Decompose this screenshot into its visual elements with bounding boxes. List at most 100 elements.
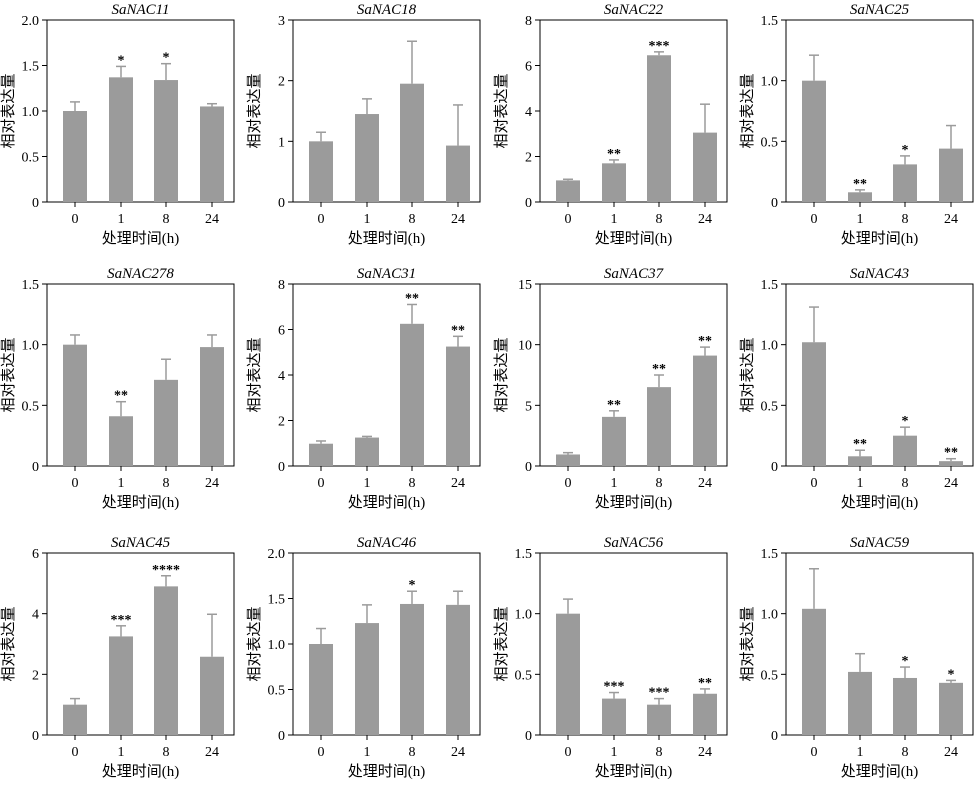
y-tick-label: 0.5 (22, 399, 40, 414)
chart-panel-SaNAC25: SaNAC25 0 0.5 1.0 1.5 相对表达量 0 ** 1 * 8 24 处理时间(h) (739, 2, 974, 247)
panel-title: SaNAC59 (850, 535, 910, 551)
x-axis-title: 处理时间(h) (102, 494, 180, 511)
y-tick-label: 0 (525, 729, 532, 744)
x-tick-label: 24 (205, 476, 219, 491)
bar-1 (109, 77, 133, 202)
x-tick-label: 0 (811, 745, 818, 760)
x-tick-label: 24 (944, 745, 958, 760)
y-axis-title: 相对表达量 (493, 337, 510, 412)
x-tick-label: 1 (364, 745, 371, 760)
x-tick-label: 1 (611, 212, 618, 227)
significance-label: ** (607, 147, 621, 162)
y-tick-label: 0.5 (22, 151, 40, 166)
y-tick-label: 2 (278, 75, 285, 90)
bar-1 (355, 114, 379, 202)
significance-label: * (902, 414, 909, 429)
x-tick-label: 24 (451, 212, 465, 227)
y-tick-label: 3 (278, 14, 285, 29)
bar-0 (63, 344, 87, 466)
x-tick-label: 8 (409, 476, 416, 491)
y-tick-label: 4 (278, 369, 285, 384)
y-tick-label: 2 (278, 415, 285, 430)
y-axis-title: 相对表达量 (0, 606, 17, 681)
significance-label: * (902, 654, 909, 669)
y-tick-label: 2.0 (22, 14, 40, 29)
x-tick-label: 8 (902, 212, 909, 227)
y-tick-label: 0 (771, 460, 778, 475)
bar-0 (802, 342, 826, 466)
x-tick-label: 0 (811, 476, 818, 491)
y-tick-label: 1.5 (22, 278, 40, 293)
x-tick-label: 24 (698, 745, 712, 760)
chart-panel-SaNAC278: SaNAC278 0 0.5 1.0 1.5 相对表达量 0 ** 1 8 24 处理时间(h) (0, 266, 235, 511)
bar-0 (309, 141, 333, 202)
x-tick-label: 24 (698, 212, 712, 227)
significance-label: ** (944, 446, 958, 461)
y-tick-label: 6 (525, 60, 532, 75)
x-tick-label: 1 (611, 476, 618, 491)
y-tick-label: 1.0 (515, 608, 533, 623)
bar-8 (647, 387, 671, 466)
x-tick-label: 8 (163, 745, 170, 760)
bar-0 (63, 111, 87, 202)
y-tick-label: 1.0 (268, 638, 286, 653)
significance-label: *** (649, 39, 670, 54)
bar-8 (400, 323, 424, 466)
bar-8 (154, 80, 178, 202)
x-tick-label: 8 (163, 212, 170, 227)
x-tick-label: 0 (565, 745, 572, 760)
significance-label: *** (649, 686, 670, 701)
x-axis-title: 处理时间(h) (841, 494, 919, 511)
x-axis-title: 处理时间(h) (348, 230, 426, 247)
x-axis-title: 处理时间(h) (595, 494, 673, 511)
y-tick-label: 15 (518, 278, 532, 293)
x-tick-label: 1 (118, 745, 125, 760)
bar-24 (446, 145, 470, 202)
y-tick-label: 0 (32, 460, 39, 475)
bar-1 (109, 636, 133, 735)
y-axis-title: 相对表达量 (739, 73, 756, 148)
bar-1 (848, 456, 872, 466)
significance-label: ** (114, 389, 128, 404)
plot-frame (292, 19, 481, 203)
x-tick-label: 1 (611, 745, 618, 760)
significance-label: * (409, 578, 416, 593)
y-tick-label: 2.0 (268, 547, 286, 562)
plot-frame (46, 552, 235, 736)
panel-title: SaNAC45 (111, 535, 171, 551)
bar-0 (802, 80, 826, 202)
x-tick-label: 0 (565, 476, 572, 491)
bar-1 (355, 437, 379, 466)
panel-title: SaNAC43 (850, 266, 909, 282)
bar-1 (602, 698, 626, 735)
bar-0 (309, 443, 333, 466)
y-tick-label: 1.0 (761, 339, 779, 354)
x-tick-label: 1 (857, 476, 864, 491)
y-tick-label: 6 (278, 324, 285, 339)
x-tick-label: 1 (857, 212, 864, 227)
bar-24 (939, 461, 963, 466)
significance-label: ** (853, 437, 867, 452)
y-tick-label: 0.5 (761, 135, 779, 150)
y-tick-label: 1 (278, 135, 285, 150)
y-tick-label: 1.5 (515, 547, 533, 562)
x-tick-label: 24 (944, 212, 958, 227)
panel-title: SaNAC278 (107, 266, 174, 282)
y-tick-label: 4 (525, 105, 532, 120)
x-axis-title: 处理时间(h) (595, 230, 673, 247)
y-axis-title: 相对表达量 (0, 73, 17, 148)
plot-frame (539, 283, 728, 467)
y-tick-label: 0 (525, 196, 532, 211)
chart-panel-SaNAC46: SaNAC46 0 0.5 1.0 1.5 2.0 相对表达量 0 1 * 8 24 处理时间(h) (246, 535, 481, 780)
x-tick-label: 24 (451, 476, 465, 491)
bar-8 (893, 677, 917, 735)
x-tick-label: 8 (656, 745, 663, 760)
bar-24 (693, 355, 717, 466)
bar-1 (355, 623, 379, 735)
significance-label: * (948, 667, 955, 682)
y-tick-label: 0 (771, 729, 778, 744)
y-tick-label: 0.5 (268, 684, 286, 699)
